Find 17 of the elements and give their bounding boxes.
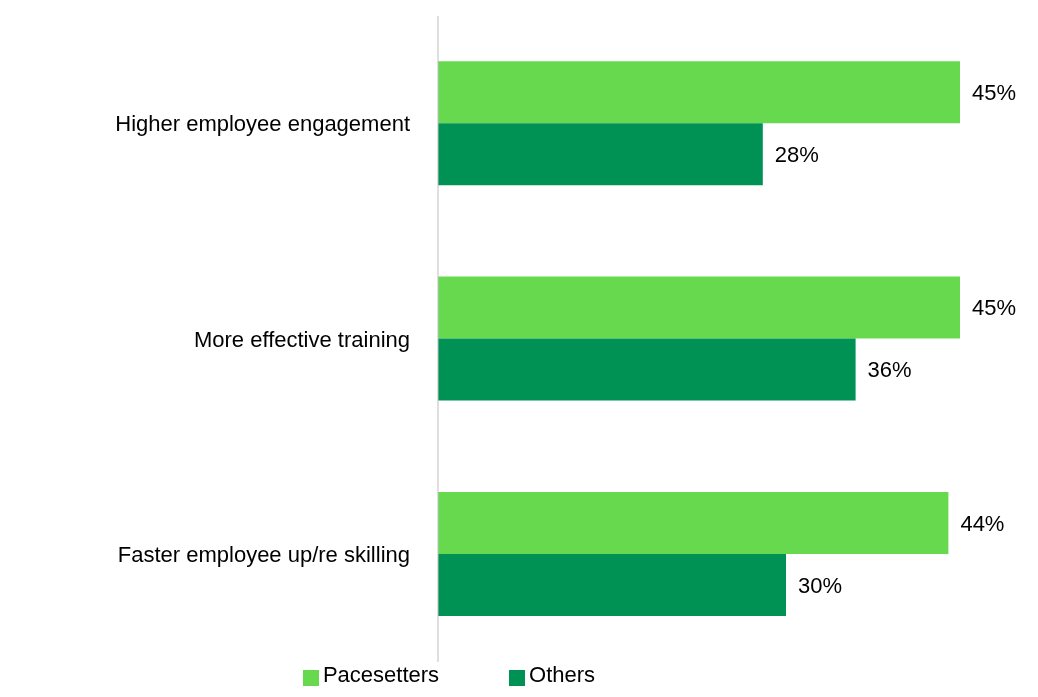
data-label: 44% [960, 510, 1005, 536]
bar [438, 276, 960, 339]
data-label: 45% [972, 80, 1017, 106]
legend-label: Others [529, 662, 596, 687]
data-label: 45% [972, 295, 1017, 321]
data-label: 36% [867, 357, 912, 383]
y-tick-label: Faster employee up/re skilling [117, 542, 410, 568]
y-tick-label: Higher employee engagement [115, 111, 410, 137]
bar [438, 491, 949, 554]
data-label: 30% [798, 572, 843, 598]
y-tick-label: More effective training [193, 326, 410, 352]
legend-label: Pacesetters [322, 662, 440, 687]
bar [438, 123, 763, 186]
bar [438, 553, 786, 616]
bar [438, 61, 960, 124]
bar [438, 338, 856, 401]
data-label: 28% [774, 142, 819, 168]
